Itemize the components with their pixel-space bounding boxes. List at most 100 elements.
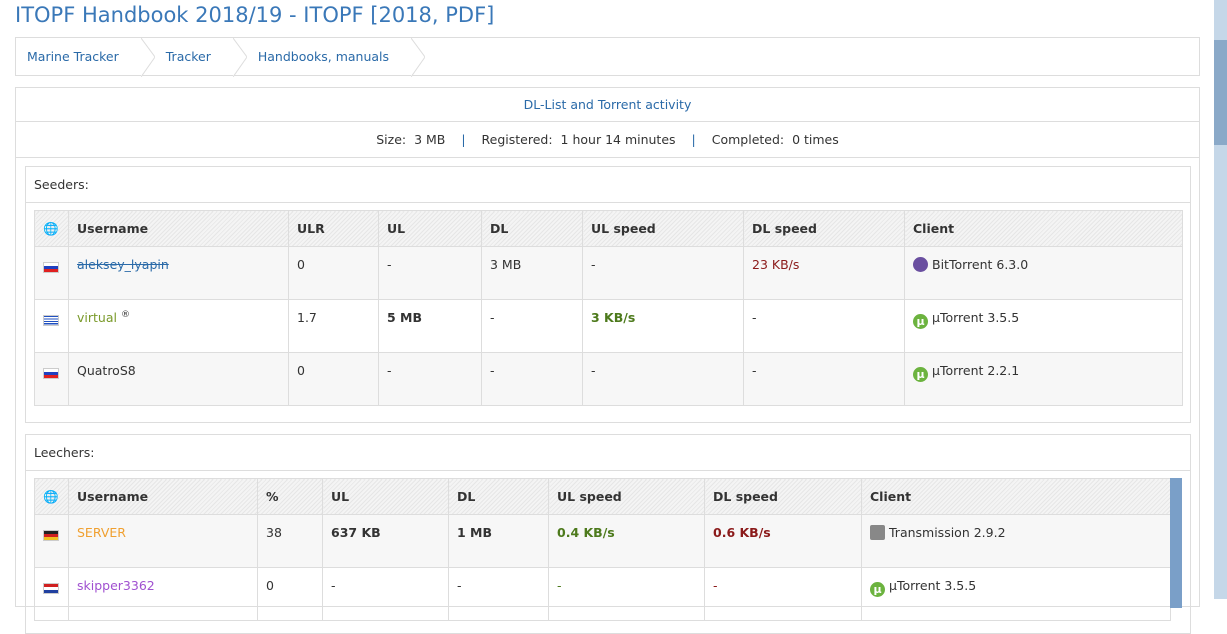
globe-icon: 🌐 — [34, 478, 69, 515]
flag-nl-icon — [43, 583, 59, 594]
leechers-table: 🌐 Username% UL DL UL speed DL speed Client SER… — [34, 478, 1171, 621]
ulr: 0 — [288, 352, 379, 406]
username-link[interactable]: aleksey_lyapin — [77, 257, 169, 272]
col-dl-speed[interactable]: DL speed — [743, 210, 905, 247]
col-username[interactable]: Username — [68, 210, 289, 247]
breadcrumb-handbooks[interactable]: Handbooks, manuals — [247, 38, 426, 77]
dl-list-panel: DL-List and Torrent activity Size: 3 MB … — [15, 87, 1200, 634]
torrent-stats: Size: 3 MB | Registered: 1 hour 14 minut… — [16, 122, 1199, 158]
ul: 5 MB — [378, 299, 482, 353]
ul: - — [322, 567, 449, 621]
client: µTorrent 3.5.5 — [889, 578, 977, 593]
seeders-box: Seeders: 🌐 Username ULR UL DL UL speed DL spee… — [25, 166, 1191, 423]
percent: 0 — [257, 567, 323, 621]
size-value: 3 MB — [414, 132, 446, 147]
client: BitTorrent 6.3.0 — [932, 257, 1029, 272]
utorrent-icon: µ — [913, 367, 928, 382]
dl: - — [448, 567, 549, 621]
breadcrumb-tracker[interactable]: Tracker — [155, 38, 247, 77]
breadcrumb-marine-tracker[interactable]: Marine Tracker — [16, 38, 155, 77]
chevron-separator-icon — [411, 38, 426, 77]
leechers-scrollbar[interactable] — [1170, 478, 1182, 608]
bittorrent-icon — [913, 257, 928, 272]
completed-label: Completed: — [711, 132, 785, 147]
transmission-icon — [870, 525, 885, 540]
dl-speed: - — [743, 352, 905, 406]
crumb-label: Marine Tracker — [27, 49, 119, 64]
username-link[interactable]: QuatroS8 — [77, 363, 136, 378]
ul-speed: - — [582, 246, 744, 300]
breadcrumb: Marine Tracker Tracker Handbooks, manual… — [15, 37, 1200, 77]
col-ulr[interactable]: ULR — [288, 210, 379, 247]
size-label: Size: — [376, 132, 407, 147]
crumb-label: Tracker — [165, 49, 211, 64]
crumb-label: Handbooks, manuals — [257, 49, 390, 64]
separator: | — [691, 132, 696, 147]
registered-label: Registered: — [481, 132, 553, 147]
table-header: 🌐 Username ULR UL DL UL speed DL speed Client — [34, 210, 1183, 247]
table-row: aleksey_lyapin 0 - 3 MB - 23 KB/s BitTor… — [34, 246, 1183, 300]
leechers-label: Leechers: — [26, 435, 1190, 471]
username-link[interactable]: SERVER — [77, 525, 126, 540]
ul-speed: 0.4 KB/s — [548, 514, 705, 568]
col-ul-speed[interactable]: UL speed — [582, 210, 744, 247]
scrollbar-thumb[interactable] — [1214, 40, 1227, 145]
ulr: 1.7 — [288, 299, 379, 353]
ul-speed: - — [548, 567, 705, 621]
ul: - — [378, 246, 482, 300]
ul: - — [378, 352, 482, 406]
table-row: SERVER 38 637 KB 1 MB 0.4 KB/s 0.6 KB/s … — [34, 514, 1171, 568]
ulr: 0 — [288, 246, 379, 300]
username-link[interactable]: skipper3362 — [77, 578, 155, 593]
table-header: 🌐 Username% UL DL UL speed DL speed Client — [34, 478, 1171, 515]
table-row: virtual ® 1.7 5 MB - 3 KB/s - µ µTorrent … — [34, 299, 1183, 353]
col-ul-speed[interactable]: UL speed — [548, 478, 705, 515]
flag-ru-icon — [43, 262, 59, 273]
dl-speed: - — [743, 299, 905, 353]
client: µTorrent 3.5.5 — [932, 310, 1020, 325]
col-ul[interactable]: UL — [322, 478, 449, 515]
dl: - — [481, 299, 583, 353]
separator: | — [461, 132, 466, 147]
page-title: ITOPF Handbook 2018/19 - ITOPF [2018, PD… — [15, 3, 495, 27]
col-percent[interactable]: % — [257, 478, 323, 515]
dl-speed: - — [704, 567, 862, 621]
chevron-separator-icon — [232, 38, 247, 77]
col-dl[interactable]: DL — [448, 478, 549, 515]
col-username[interactable]: Username — [68, 478, 258, 515]
client: µTorrent 2.2.1 — [932, 363, 1020, 378]
table-row: QuatroS8 0 - - - - µ µTorrent 2.2.1 — [34, 352, 1183, 406]
utorrent-icon: µ — [870, 582, 885, 597]
table-row: skipper3362 0 - - - - µ µTorrent 3.5.5 — [34, 567, 1171, 621]
utorrent-icon: µ — [913, 314, 928, 329]
ul-speed: - — [582, 352, 744, 406]
registered-value: 1 hour 14 minutes — [560, 132, 676, 147]
col-ul[interactable]: UL — [378, 210, 482, 247]
col-client[interactable]: Client — [904, 210, 1183, 247]
dl: 1 MB — [448, 514, 549, 568]
percent: 38 — [257, 514, 323, 568]
col-dl-speed[interactable]: DL speed — [704, 478, 862, 515]
dl-speed: 23 KB/s — [743, 246, 905, 300]
completed-value: 0 times — [792, 132, 839, 147]
seeders-label: Seeders: — [26, 167, 1190, 203]
flag-si-icon — [43, 368, 59, 379]
ul: 637 KB — [322, 514, 449, 568]
dl: - — [481, 352, 583, 406]
leechers-box: Leechers: 🌐 Username% UL DL UL speed DL speed… — [25, 434, 1191, 634]
registered-badge: ® — [120, 310, 130, 320]
dl-speed: 0.6 KB/s — [704, 514, 862, 568]
col-dl[interactable]: DL — [481, 210, 583, 247]
ul-speed: 3 KB/s — [582, 299, 744, 353]
client: Transmission 2.9.2 — [889, 525, 1006, 540]
seeders-table: 🌐 Username ULR UL DL UL speed DL speed Client a… — [34, 210, 1183, 406]
flag-de-icon — [43, 530, 59, 541]
dl-list-toggle-link[interactable]: DL-List and Torrent activity — [523, 97, 692, 112]
username-link[interactable]: virtual — [77, 310, 117, 326]
flag-gr-icon — [43, 315, 59, 326]
chevron-separator-icon — [140, 38, 155, 77]
col-client[interactable]: Client — [861, 478, 1171, 515]
globe-icon: 🌐 — [34, 210, 69, 247]
dl: 3 MB — [481, 246, 583, 300]
page-scrollbar[interactable] — [1214, 0, 1227, 599]
